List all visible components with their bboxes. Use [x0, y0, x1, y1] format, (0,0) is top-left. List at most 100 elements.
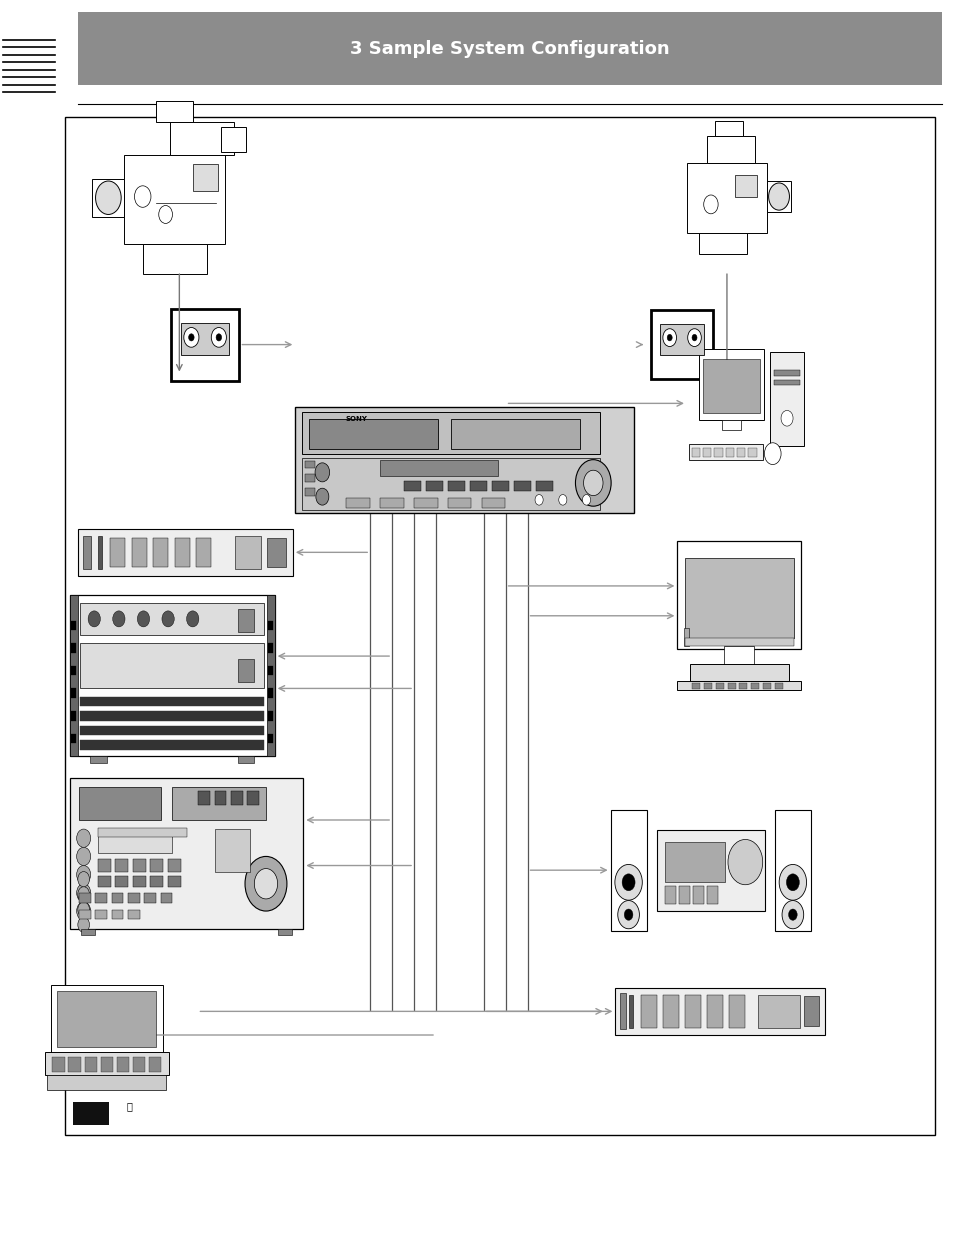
Bar — [451, 419, 579, 449]
Bar — [168, 876, 180, 887]
Bar — [686, 163, 766, 233]
Bar — [81, 929, 95, 935]
Bar — [70, 778, 303, 929]
Bar — [266, 595, 274, 756]
Bar — [267, 734, 273, 744]
Bar — [153, 539, 169, 566]
Bar — [214, 791, 226, 805]
Circle shape — [162, 611, 174, 627]
Bar — [143, 244, 207, 274]
Bar — [691, 448, 700, 457]
Bar — [679, 886, 689, 904]
Bar — [247, 791, 258, 805]
Bar — [715, 683, 723, 689]
Bar — [766, 180, 790, 213]
Bar — [156, 101, 193, 122]
Bar — [656, 830, 764, 911]
Bar — [721, 420, 740, 430]
Text: ⭯: ⭯ — [126, 1101, 132, 1111]
Bar — [639, 995, 657, 1028]
Bar — [684, 557, 793, 638]
Circle shape — [88, 611, 100, 627]
Bar — [71, 666, 75, 675]
Bar — [85, 1057, 97, 1072]
Bar — [237, 756, 253, 763]
Bar — [414, 498, 437, 509]
Bar — [72, 1102, 109, 1125]
Bar — [196, 539, 212, 566]
Circle shape — [558, 495, 566, 505]
Bar — [762, 683, 770, 689]
Circle shape — [781, 901, 802, 929]
Bar — [151, 860, 163, 872]
Bar — [132, 860, 146, 872]
Bar — [112, 909, 123, 918]
Bar — [198, 791, 210, 805]
Bar — [65, 117, 934, 1135]
Circle shape — [76, 847, 91, 866]
Bar — [447, 498, 471, 509]
Bar — [305, 460, 314, 468]
Bar — [714, 121, 742, 137]
Bar — [97, 860, 111, 872]
Bar — [83, 536, 91, 569]
Bar — [677, 682, 801, 690]
Bar — [267, 643, 273, 653]
Bar — [132, 876, 146, 887]
Bar — [80, 725, 264, 735]
Circle shape — [211, 327, 226, 347]
Bar — [684, 638, 793, 646]
Bar — [151, 876, 163, 887]
Circle shape — [78, 917, 90, 932]
Bar — [80, 740, 264, 750]
Text: SONY: SONY — [345, 417, 367, 423]
Bar — [71, 621, 75, 631]
Bar — [773, 371, 800, 376]
Bar — [170, 122, 234, 154]
Bar — [302, 458, 599, 510]
Circle shape — [216, 333, 221, 341]
Bar — [78, 12, 941, 85]
Bar — [747, 448, 756, 457]
Bar — [124, 154, 225, 244]
Bar — [92, 179, 124, 218]
Bar — [346, 498, 370, 509]
Bar — [689, 663, 788, 682]
Bar — [80, 697, 264, 707]
Circle shape — [76, 829, 91, 847]
Bar — [237, 610, 253, 632]
Bar — [52, 1057, 65, 1072]
Circle shape — [703, 195, 718, 214]
Bar — [214, 829, 250, 872]
Bar — [693, 886, 703, 904]
Circle shape — [189, 333, 193, 341]
Circle shape — [76, 883, 91, 902]
Bar — [193, 164, 218, 190]
Circle shape — [254, 868, 277, 899]
Bar — [79, 909, 91, 918]
Bar — [677, 541, 801, 648]
Bar — [699, 233, 746, 254]
Bar — [171, 309, 239, 381]
Circle shape — [727, 840, 761, 884]
Bar — [267, 712, 273, 720]
Bar — [469, 481, 486, 491]
Bar — [80, 712, 264, 720]
Bar — [95, 909, 107, 918]
Bar — [491, 481, 508, 491]
Bar — [661, 995, 679, 1028]
Bar — [770, 352, 802, 447]
Bar — [758, 995, 800, 1028]
Bar — [115, 860, 128, 872]
Circle shape — [687, 328, 700, 347]
Circle shape — [245, 856, 287, 911]
Bar — [57, 991, 156, 1047]
Bar — [90, 756, 107, 763]
Bar — [302, 412, 599, 454]
Bar — [70, 595, 274, 756]
Bar — [698, 348, 763, 420]
Bar — [773, 379, 800, 386]
Bar — [702, 448, 711, 457]
Bar — [71, 688, 75, 698]
Circle shape — [112, 611, 125, 627]
